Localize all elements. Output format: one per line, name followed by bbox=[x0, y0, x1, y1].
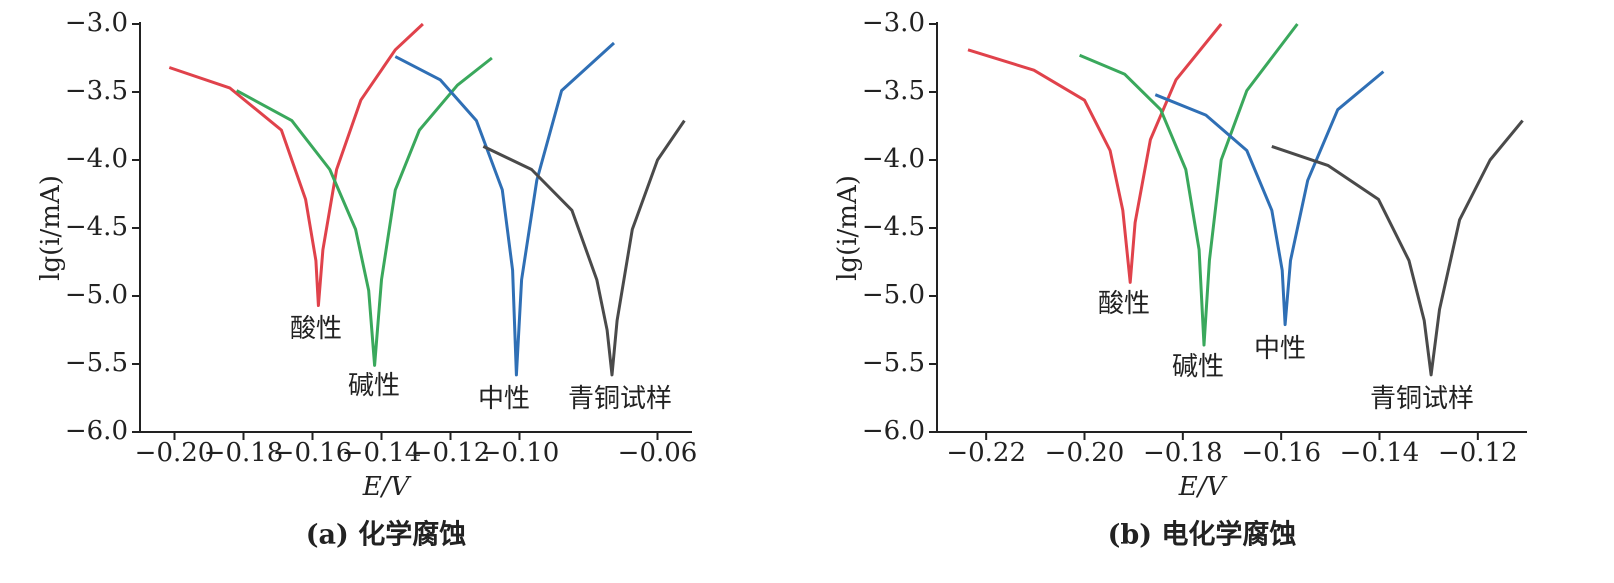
x-tick-label: −0.18 bbox=[204, 438, 284, 468]
caption: (a) 化学腐蚀 bbox=[306, 519, 466, 551]
x-tick-label: −0.16 bbox=[1241, 438, 1321, 468]
data-line bbox=[168, 22, 424, 307]
data-line bbox=[967, 23, 1223, 284]
x-tick-label: −0.10 bbox=[480, 438, 560, 468]
data-line bbox=[235, 56, 493, 367]
x-tick-label: −0.20 bbox=[1045, 438, 1125, 468]
x-tick-label: −0.12 bbox=[1438, 438, 1518, 468]
y-tick-label: −4.0 bbox=[65, 144, 128, 174]
y-tick-label: −5.5 bbox=[65, 348, 128, 378]
caption: (b) 电化学腐蚀 bbox=[1108, 519, 1297, 551]
y-tick-label: −3.0 bbox=[862, 8, 925, 38]
x-tick-label: −0.12 bbox=[411, 438, 491, 468]
y-tick-label: −5.0 bbox=[862, 280, 925, 310]
series-label: 酸性 bbox=[290, 314, 342, 344]
series-label: 酸性 bbox=[1098, 289, 1150, 319]
x-tick-label: −0.20 bbox=[135, 438, 215, 468]
y-tick-label: −4.5 bbox=[65, 212, 128, 242]
data-line bbox=[1154, 70, 1385, 327]
y-tick-label: −6.0 bbox=[862, 416, 925, 446]
series-label: 中性 bbox=[1254, 334, 1306, 364]
y-tick-label: −3.0 bbox=[65, 8, 128, 38]
y-tick-label: −5.0 bbox=[65, 280, 128, 310]
y-tick-label: −3.5 bbox=[65, 76, 128, 106]
series-label: 碱性 bbox=[348, 371, 400, 401]
x-tick-label: −0.14 bbox=[342, 438, 422, 468]
data-line bbox=[394, 41, 616, 377]
y-tick-label: −6.0 bbox=[65, 416, 128, 446]
y-tick-label: −5.5 bbox=[862, 348, 925, 378]
y-axis-label: lg(i/mA) bbox=[833, 175, 863, 281]
y-axis-label: lg(i/mA) bbox=[36, 175, 66, 281]
data-line bbox=[482, 119, 686, 377]
data-line bbox=[1271, 119, 1524, 377]
x-tick-label: −0.16 bbox=[273, 438, 353, 468]
series-label: 中性 bbox=[478, 384, 530, 414]
x-tick-label: −0.18 bbox=[1143, 438, 1223, 468]
y-tick-label: −4.0 bbox=[862, 144, 925, 174]
x-tick-label: −0.06 bbox=[618, 438, 698, 468]
x-axis-label: E/V bbox=[362, 472, 412, 502]
y-tick-label: −4.5 bbox=[862, 212, 925, 242]
x-tick-label: −0.22 bbox=[946, 438, 1026, 468]
series-label: 青铜试样 bbox=[1370, 384, 1474, 414]
data-line bbox=[1079, 23, 1299, 347]
y-tick-label: −3.5 bbox=[862, 76, 925, 106]
series-label: 青铜试样 bbox=[568, 384, 672, 414]
x-axis-label: E/V bbox=[1178, 472, 1228, 502]
x-tick-label: −0.14 bbox=[1340, 438, 1420, 468]
series-label: 碱性 bbox=[1172, 352, 1224, 382]
